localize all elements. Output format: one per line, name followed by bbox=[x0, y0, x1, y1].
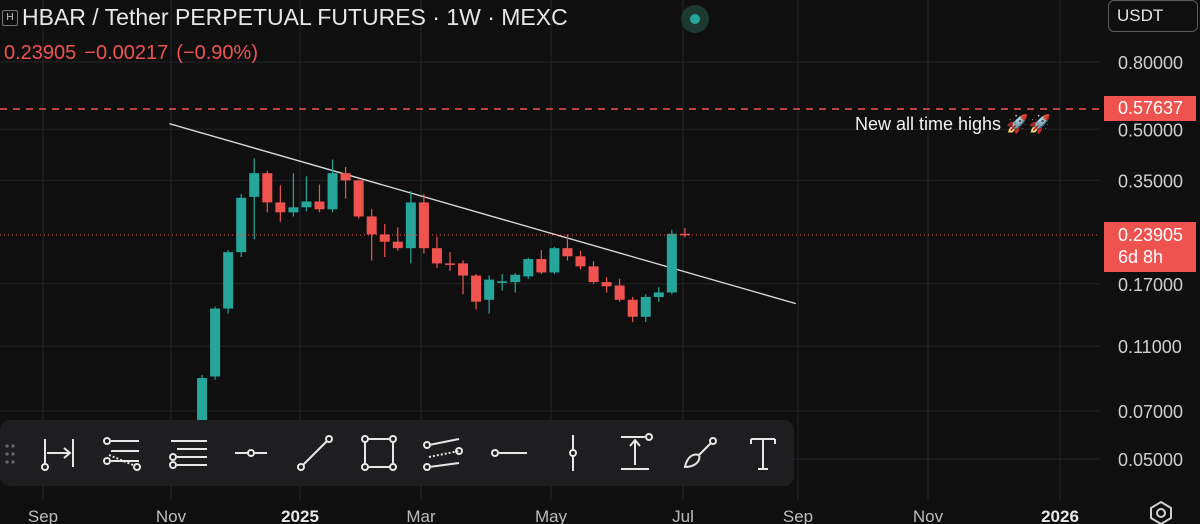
candle-body bbox=[275, 202, 286, 213]
price-axis-label: 0.35000 bbox=[1118, 171, 1183, 191]
horizontal-ray-icon[interactable] bbox=[226, 428, 276, 478]
price-axis-label: 0.05000 bbox=[1118, 450, 1183, 470]
candle-body bbox=[340, 173, 351, 181]
currency-selector[interactable]: USDT bbox=[1108, 0, 1198, 32]
price-summary: 0.23905 −0.00217 (−0.90%) bbox=[4, 42, 266, 65]
bar-countdown: 6d 8h bbox=[1118, 247, 1164, 267]
time-axis-label: Sep bbox=[28, 507, 58, 524]
candle-body bbox=[562, 248, 573, 257]
candle-body bbox=[262, 173, 273, 203]
parallel-channel-icon[interactable] bbox=[416, 428, 466, 478]
candle-body bbox=[523, 259, 534, 277]
time-axis-label: Jul bbox=[672, 507, 694, 524]
chart-annotation-text[interactable]: New all time highs 🚀🚀 bbox=[855, 114, 1051, 134]
alert-price-tag: 0.57637 bbox=[1104, 96, 1196, 121]
price-axis-label: 0.17000 bbox=[1118, 275, 1183, 295]
candle-body bbox=[249, 173, 260, 197]
vertical-line-icon[interactable] bbox=[546, 428, 596, 478]
time-axis[interactable]: Sep Nov 2025 Mar May Jul Sep Nov 2026 bbox=[28, 507, 1079, 524]
rectangle-icon[interactable] bbox=[354, 428, 404, 478]
candle-body bbox=[210, 308, 221, 377]
candle-body bbox=[236, 197, 247, 253]
candle-body bbox=[536, 259, 547, 273]
price-axis-label: 0.11000 bbox=[1118, 337, 1182, 357]
trend-line-icon[interactable] bbox=[290, 428, 340, 478]
fib-retracement-icon[interactable] bbox=[96, 428, 146, 478]
candle-body bbox=[458, 263, 469, 276]
time-axis-label: 2025 bbox=[281, 507, 319, 524]
candle-body bbox=[197, 378, 208, 431]
symbol-logo-icon: H bbox=[2, 10, 18, 26]
candle-body bbox=[640, 296, 651, 317]
time-axis-label: May bbox=[535, 507, 568, 524]
candle-body bbox=[314, 201, 325, 210]
last-price: 0.23905 bbox=[4, 42, 77, 64]
candle-body bbox=[627, 299, 638, 317]
candle-body bbox=[601, 282, 612, 287]
candle-body bbox=[288, 207, 299, 213]
candle-body bbox=[301, 201, 312, 208]
candle-body bbox=[366, 216, 377, 235]
symbol-title[interactable]: HBAR / Tether PERPETUAL FUTURES · 1W · M… bbox=[22, 4, 568, 30]
trend-line bbox=[169, 123, 797, 305]
pitchfork-icon[interactable] bbox=[162, 428, 212, 478]
current-price-tag: 0.23905 6d 8h bbox=[1104, 222, 1196, 272]
price-axis-label: 0.07000 bbox=[1118, 402, 1183, 422]
price-axis-label: 0.50000 bbox=[1118, 120, 1183, 140]
candle-body bbox=[392, 241, 403, 249]
candle-body bbox=[418, 202, 429, 249]
candle-body bbox=[431, 248, 442, 264]
time-axis-label: 2026 bbox=[1041, 507, 1079, 524]
candle-body bbox=[653, 292, 664, 297]
candle-body bbox=[497, 281, 508, 283]
candle-body bbox=[327, 173, 338, 210]
candle-body bbox=[484, 279, 495, 300]
candle-body bbox=[549, 248, 560, 273]
time-axis-label: Nov bbox=[156, 507, 187, 524]
market-status-icon[interactable] bbox=[681, 5, 709, 33]
candle-body bbox=[405, 202, 416, 249]
candle-body bbox=[379, 234, 390, 242]
current-price-label: 0.23905 bbox=[1118, 225, 1184, 245]
price-change-percent: (−0.90%) bbox=[176, 42, 258, 64]
price-lines bbox=[0, 108, 1100, 236]
price-axis-label: 0.80000 bbox=[1118, 53, 1183, 73]
candle-body bbox=[471, 275, 482, 302]
chart-settings-icon[interactable] bbox=[1148, 500, 1174, 524]
time-axis-label: Sep bbox=[783, 507, 813, 524]
text-icon[interactable] bbox=[738, 428, 788, 478]
trend-line-drawing[interactable] bbox=[169, 123, 797, 305]
candle-body bbox=[575, 256, 586, 267]
price-range-icon[interactable] bbox=[610, 428, 660, 478]
toolbar-grip-icon[interactable] bbox=[4, 442, 16, 466]
chart-grid bbox=[0, 0, 1100, 500]
time-axis-label: Nov bbox=[913, 507, 944, 524]
horizontal-line-icon[interactable] bbox=[482, 428, 532, 478]
drawing-toolbar bbox=[0, 420, 794, 486]
time-axis-label: Mar bbox=[406, 507, 436, 524]
candle-body bbox=[588, 266, 599, 283]
candle-body bbox=[510, 274, 521, 283]
candle-body bbox=[353, 180, 364, 217]
candle-body bbox=[445, 263, 455, 265]
candle-body bbox=[223, 252, 234, 309]
fixed-range-icon[interactable] bbox=[34, 428, 84, 478]
candle-body bbox=[666, 233, 677, 293]
brush-icon[interactable] bbox=[674, 428, 724, 478]
price-change: −0.00217 bbox=[84, 42, 169, 64]
price-axis[interactable]: 0.80000 0.50000 0.35000 0.17000 0.11000 0.070… bbox=[1118, 53, 1183, 470]
candle-body bbox=[614, 285, 625, 300]
